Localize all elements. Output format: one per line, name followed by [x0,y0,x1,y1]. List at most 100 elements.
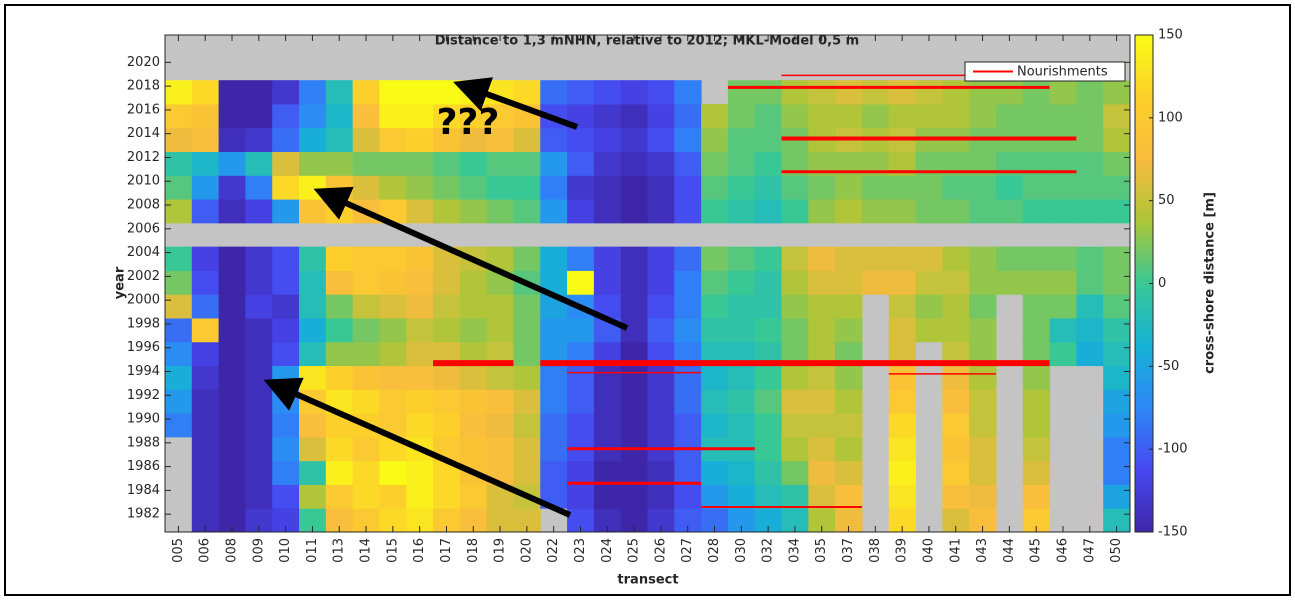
cell [1022,199,1051,224]
x-tick-label: 015 [385,538,400,563]
cell [218,413,246,438]
cell [942,246,970,271]
cell [433,365,461,390]
cell [1049,80,1077,105]
colorbar-swatch [1135,74,1153,81]
colorbar-swatch [1135,109,1153,116]
cell [165,413,193,438]
cell [218,484,246,509]
cell [995,80,1024,105]
colorbar-swatch [1135,253,1153,260]
colorbar-swatch [1135,487,1153,493]
cell [808,484,836,509]
cell [272,460,300,485]
cell [352,270,380,295]
x-tick-label: 050 [1109,538,1124,563]
cell [1049,199,1077,224]
cell [754,199,783,224]
cell [540,199,568,224]
cell [701,175,729,200]
cell [459,270,488,295]
cell [325,460,354,485]
x-tick-label: 009 [251,538,266,563]
colorbar-swatch [1135,278,1153,284]
cell [620,484,648,509]
x-tick-label: 024 [600,538,615,563]
cell [406,151,434,176]
x-tick-label: 047 [1082,538,1097,563]
cell [272,270,300,295]
cell [433,484,461,509]
colorbar-tick-label: 50 [1158,193,1175,208]
cell [674,80,702,105]
cell [701,103,729,129]
colorbar-swatch [1135,462,1153,468]
cell [1022,80,1051,105]
colorbar-swatch [1135,303,1153,309]
cell [379,460,407,485]
cell [406,413,434,438]
cell [245,484,273,509]
colorbar-swatch [1135,189,1153,195]
cell [727,151,756,176]
cell [567,460,595,485]
y-tick-label: 1992 [127,388,160,403]
colorbar-swatch [1135,129,1153,135]
colorbar-swatch [1135,119,1153,125]
cell [888,413,917,438]
cell [888,365,917,390]
cell [245,151,273,176]
cell [1022,246,1051,271]
cell [888,317,917,343]
cell [593,246,622,271]
cell [352,294,380,319]
colorbar-swatch [1135,372,1153,379]
cell [888,484,917,509]
colorbar-swatch [1135,323,1153,329]
colorbar-swatch [1135,343,1153,349]
cell [781,389,809,414]
y-tick-label: 1984 [127,483,160,498]
cell [245,270,273,295]
cell [245,246,273,271]
colorbar-swatch [1135,382,1153,389]
cell [754,246,783,271]
cell [942,365,970,390]
cell [620,199,648,224]
cell [379,80,407,105]
cell [593,484,622,509]
cell [191,413,220,438]
x-tick-label: 020 [519,538,534,563]
cell [1103,199,1131,224]
cell [727,175,756,200]
colorbar-swatch [1135,203,1153,210]
cell [647,127,675,153]
cell [888,103,917,129]
cell [245,341,273,367]
cell [191,80,220,105]
y-tick-label: 2006 [127,221,160,236]
cell [727,199,756,224]
cell [1022,484,1051,509]
cell [861,80,890,105]
x-tick-label: 011 [305,538,320,563]
cell [325,151,354,176]
cell [727,294,756,319]
cell [433,175,461,200]
cell [1022,294,1051,319]
cell [620,175,648,200]
cell [754,127,783,153]
cell [379,484,407,509]
colorbar-swatch [1135,397,1153,404]
colorbar-swatch [1135,213,1153,220]
cell [808,199,836,224]
cell [567,484,595,509]
cell [513,127,541,153]
colorbar-swatch [1135,348,1153,354]
cell [325,175,354,200]
cell [406,341,434,367]
cell [191,127,220,153]
colorbar-swatch [1135,353,1153,359]
cell [191,460,220,485]
cell [593,365,622,390]
